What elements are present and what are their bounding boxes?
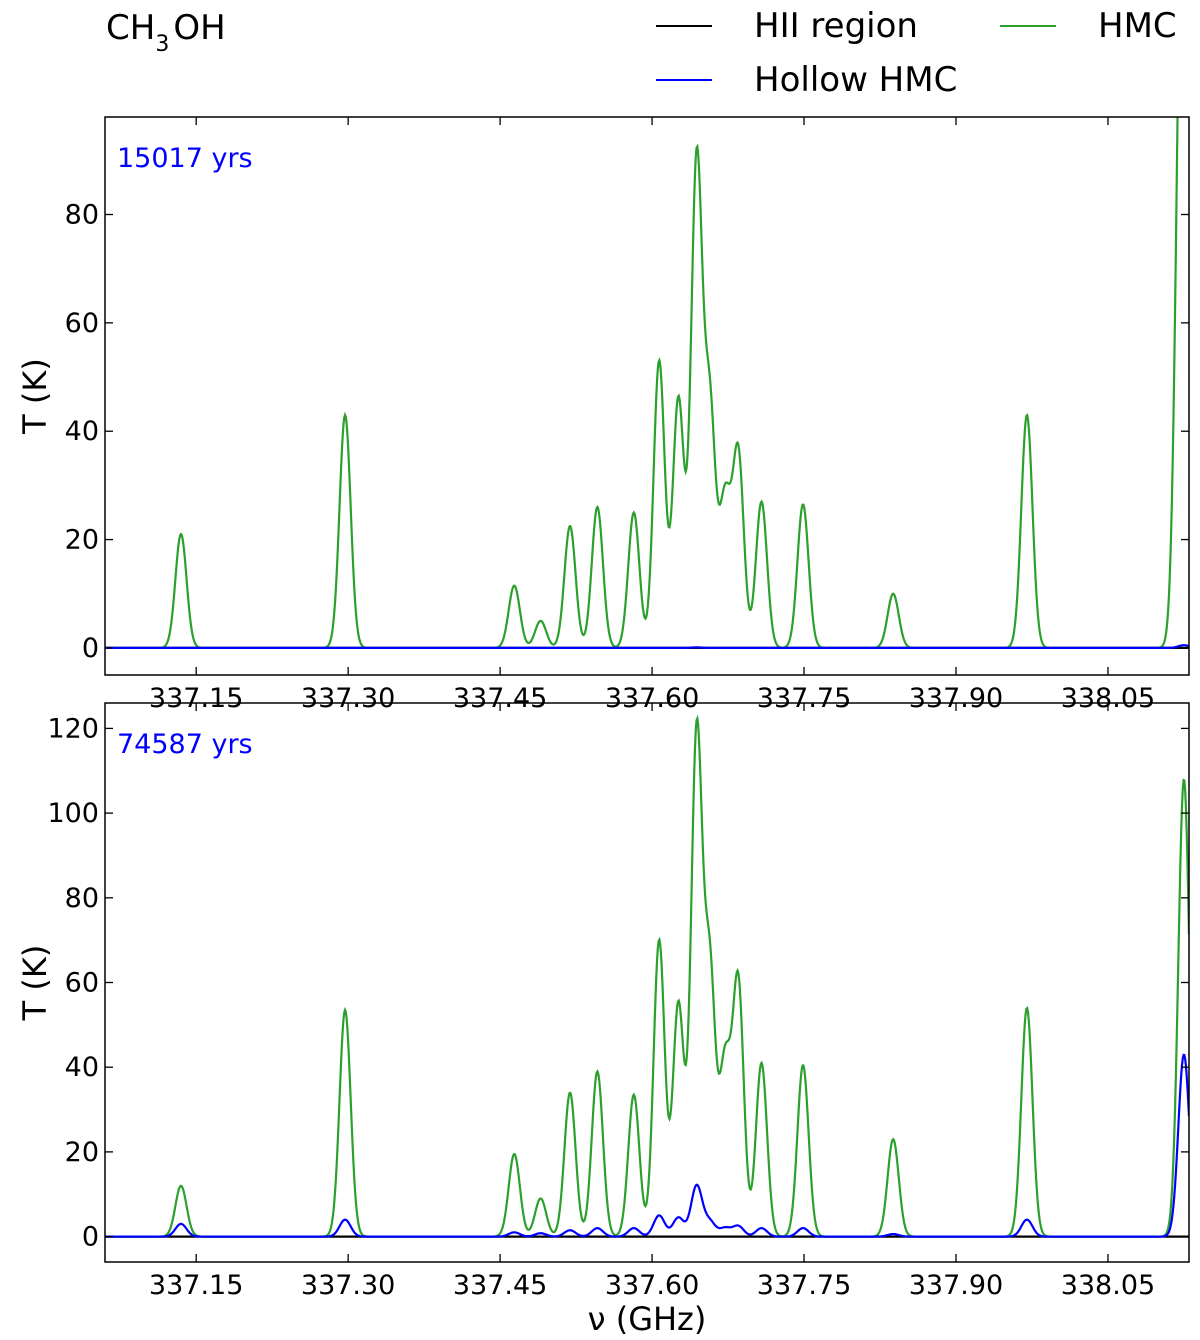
legend-line-hii-region (656, 25, 712, 27)
species-subscript: 3 (155, 31, 170, 57)
panel-2-xlabel: ν (GHz) (588, 1300, 707, 1338)
panel-1-ytick-label: 80 (65, 200, 99, 231)
panel-2-series-hollow-hmc (105, 1053, 1189, 1238)
legend-label-hmc: HMC (1098, 6, 1177, 46)
panel-2-ytick-label: 0 (82, 1222, 99, 1253)
panel-2-ytick-label: 100 (47, 798, 99, 829)
panel-2-ytick-label: 40 (65, 1052, 99, 1083)
panel-1-frame (104, 116, 1190, 676)
legend-label-hollow-hmc: Hollow HMC (754, 60, 958, 100)
legend-line-hollow-hmc (656, 79, 712, 81)
panel-1-ylabel: T (K) (16, 358, 54, 435)
legend-item-hmc: HMC (1000, 6, 1177, 46)
legend: HII region HMC Hollow HMC (640, 0, 1200, 110)
panel-2-ytick-label: 120 (47, 713, 99, 744)
species-main: CH (106, 8, 156, 48)
panel-2-ytick-label: 20 (65, 1137, 99, 1168)
species-tail: OH (173, 8, 226, 48)
panel-2-ytick-label: 80 (65, 883, 99, 914)
panel-2-xtick-label: 337.90 (909, 1270, 1003, 1301)
panel-1-ytick-label: 0 (82, 633, 99, 664)
legend-item-hollow-hmc: Hollow HMC (656, 60, 957, 100)
panel-2-xtick-label: 337.60 (605, 1270, 699, 1301)
panel-2-ylabel: T (K) (16, 945, 54, 1022)
panel-2-xtick-label: 337.30 (301, 1270, 395, 1301)
panel-1-series-hmc (105, 117, 1179, 650)
panel-2-ytick-label: 60 (65, 968, 99, 999)
panel-1-ytick-label: 40 (65, 416, 99, 447)
panel-2-xtick-label: 337.75 (757, 1270, 851, 1301)
panel-1-ytick-label: 20 (65, 525, 99, 556)
panel-2-series-hmc (105, 714, 1189, 1238)
panel-1-ytick-label: 60 (65, 308, 99, 339)
panel-2-frame (104, 702, 1190, 1263)
legend-item-hii-region: HII region (656, 6, 918, 46)
legend-label-hii-region: HII region (754, 6, 918, 46)
panel-1-time-annotation: 15017 yrs (117, 143, 253, 174)
panel-1-series-hollow-hmc (105, 644, 1189, 650)
legend-line-hmc (1000, 25, 1056, 27)
panel-2-time-annotation: 74587 yrs (117, 729, 253, 760)
species-label: CH3 OH (106, 8, 226, 57)
panel-2-xtick-label: 337.15 (149, 1270, 243, 1301)
panel-2-xtick-label: 338.05 (1061, 1270, 1155, 1301)
panel-2-xtick-label: 337.45 (453, 1270, 547, 1301)
